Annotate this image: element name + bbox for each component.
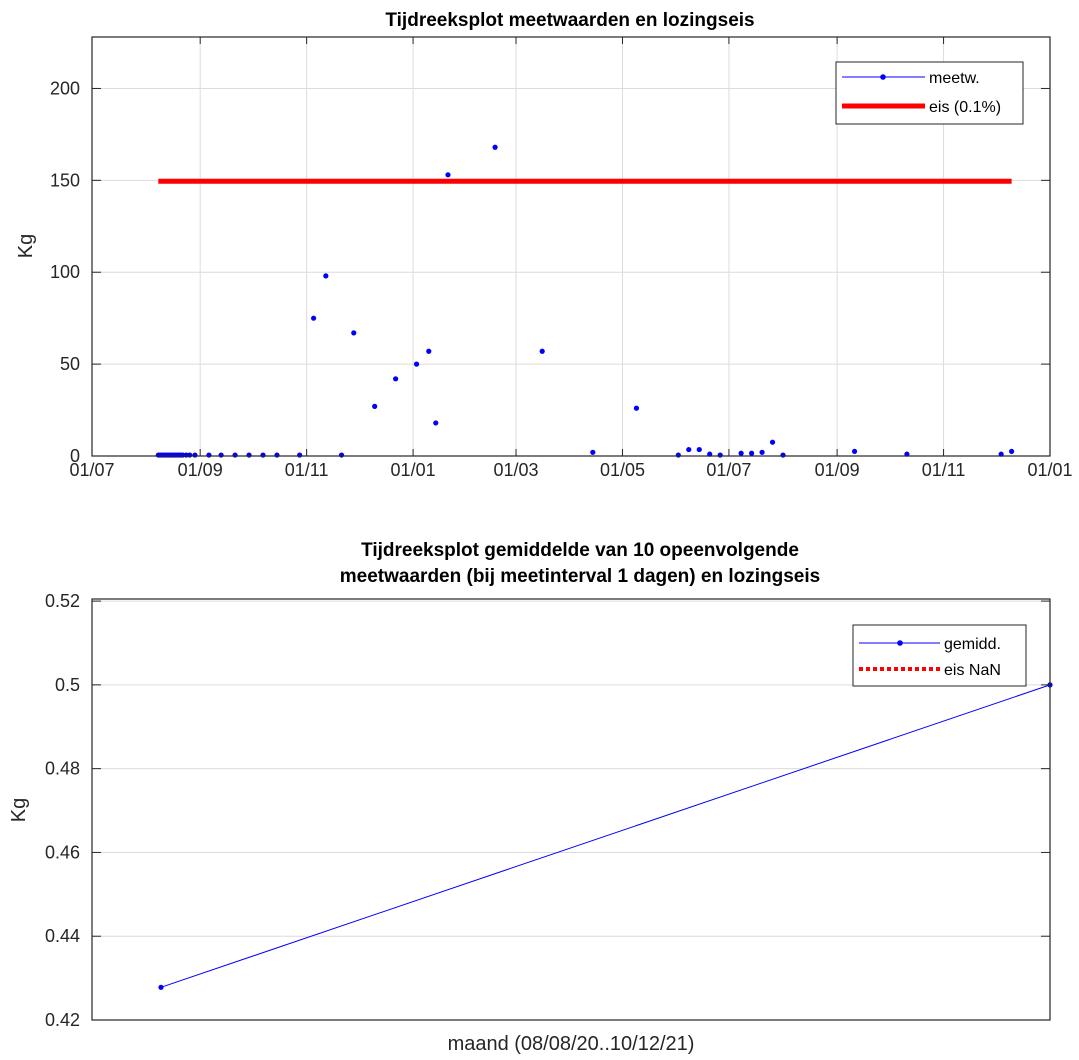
y-tick-label: 150 [50, 170, 80, 190]
data-point [323, 273, 329, 279]
y-tick-label: 0 [70, 446, 80, 466]
x-tick-label: 01/03 [494, 460, 539, 480]
legend-box [852, 624, 1027, 687]
data-point [492, 144, 498, 150]
legend-meetw-label: meetw. [929, 70, 980, 87]
x-tick-label: 01/11 [922, 460, 966, 480]
chart-bottom-title-line-1: Tijdreeksplot gemiddelde van 10 opeenvol… [361, 540, 799, 561]
chart-top-ylabel: Kg [15, 234, 37, 258]
data-point [260, 452, 266, 458]
y-tick-label: 0.46 [45, 842, 80, 862]
data-point [206, 452, 212, 458]
chart-bottom-ticks: 0.42 0.44 0.46 0.48 0.5 0.52 [45, 591, 1050, 1030]
x-tick-label: 01/01 [391, 460, 436, 480]
legend-meetw-marker [880, 74, 886, 80]
data-point [539, 348, 545, 354]
data-point [759, 449, 765, 455]
y-tick-label: 0.52 [45, 591, 80, 611]
data-point [696, 446, 702, 453]
data-point [274, 452, 280, 458]
data-point [393, 376, 399, 382]
chart-bottom-legend: gemidd. eis NaN [852, 624, 1027, 687]
data-point [633, 405, 640, 411]
x-tick-label: 01/07 [69, 460, 114, 480]
legend-gemidd-marker [897, 640, 903, 646]
data-point [232, 452, 238, 458]
chart-bottom-frame [91, 598, 1051, 1021]
y-tick-label: 0.5 [55, 675, 80, 695]
y-tick-label: 0.42 [45, 1010, 80, 1030]
data-point [297, 452, 303, 458]
chart-bottom-xlabel: maand (08/08/20..10/12/21) [448, 1033, 695, 1055]
data-point [686, 446, 692, 453]
x-tick-label: 01/11 [285, 460, 329, 480]
legend-box [835, 61, 1024, 125]
chart-top-title: Tijdreeksplot meetwaarden en lozingseis [385, 10, 754, 31]
x-tick-label: 01/07 [706, 460, 751, 480]
data-point [311, 315, 317, 321]
data-point [780, 452, 786, 458]
x-tick-label: 01/09 [815, 460, 860, 480]
chart-top-legend: meetw. eis (0.1%) [835, 61, 1024, 125]
data-point [372, 403, 378, 409]
data-point [158, 984, 164, 990]
y-tick-label: 50 [60, 354, 80, 374]
data-point [187, 452, 193, 458]
data-point [717, 452, 723, 458]
chart-bottom: Tijdreeksplot gemiddelde van 10 opeenvol… [8, 540, 1053, 1055]
data-point [246, 452, 252, 458]
chart-bottom-title-line-2: meetwaarden (bij meetinterval 1 dagen) e… [340, 566, 820, 587]
data-point [351, 330, 357, 336]
legend-gemidd-label: gemidd. [944, 636, 1001, 653]
data-point [851, 448, 858, 455]
data-point [192, 452, 198, 458]
chart-bottom-ylabel: Kg [8, 798, 30, 822]
gemidd-line [160, 684, 1051, 988]
data-point [218, 452, 224, 458]
legend-eis-nan-label: eis NaN [944, 662, 1001, 679]
data-point [338, 452, 345, 458]
data-point [433, 420, 439, 426]
data-point [769, 439, 776, 445]
data-point [590, 449, 596, 455]
chart-top-ticks: 01/07 01/09 01/11 01/01 01/03 01/05 01/07 01/09… [50, 37, 1073, 480]
data-point [1009, 448, 1015, 455]
data-point [413, 361, 420, 367]
data-point [445, 172, 451, 178]
x-tick-label: 01/05 [600, 460, 645, 480]
chart-top-frame [91, 36, 1051, 457]
y-tick-label: 0.48 [45, 759, 80, 779]
data-point [738, 450, 744, 456]
data-point [675, 452, 681, 458]
data-point [749, 450, 755, 456]
chart-top: Tijdreeksplot meetwaarden en lozingseis … [15, 10, 1073, 480]
y-tick-label: 200 [50, 78, 80, 98]
y-tick-label: 0.44 [45, 926, 80, 946]
y-tick-label: 100 [50, 262, 80, 282]
legend-eis-label: eis (0.1%) [929, 99, 1001, 116]
x-tick-label: 01/09 [178, 460, 223, 480]
data-point [426, 348, 432, 354]
x-tick-label: 01/01 [1027, 460, 1072, 480]
